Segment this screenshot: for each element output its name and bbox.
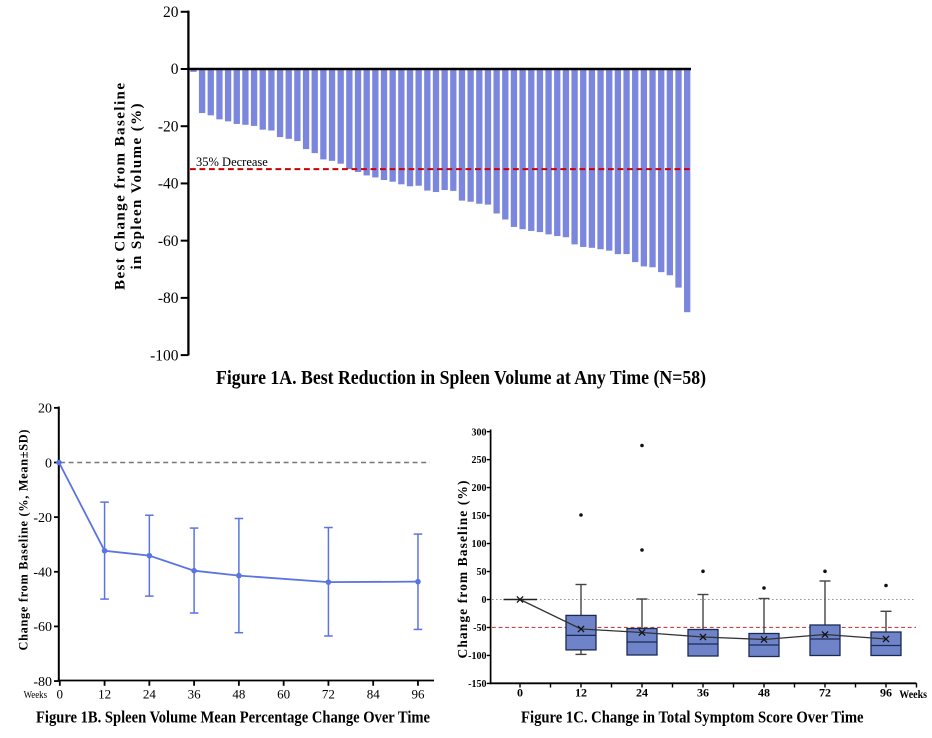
svg-text:-150: -150: [468, 679, 486, 690]
svg-text:150: 150: [472, 511, 487, 522]
svg-text:250: 250: [472, 455, 487, 466]
svg-text:-60: -60: [158, 233, 179, 250]
svg-text:20: 20: [38, 402, 52, 417]
svg-text:0: 0: [57, 687, 64, 702]
svg-text:Weeks: Weeks: [24, 689, 47, 701]
svg-text:0: 0: [171, 61, 179, 78]
svg-text:0: 0: [482, 595, 487, 606]
svg-text:300: 300: [472, 427, 487, 438]
svg-text:72: 72: [819, 686, 831, 700]
svg-text:Change from Baseline (%): Change from Baseline (%): [455, 481, 470, 659]
svg-text:Figure 1B. Spleen Volume Mean: Figure 1B. Spleen Volume Mean Percentage…: [36, 707, 430, 726]
svg-text:96: 96: [411, 687, 425, 702]
svg-text:Weeks: Weeks: [899, 687, 927, 701]
svg-text:-80: -80: [33, 675, 52, 690]
svg-text:50: 50: [477, 567, 487, 578]
svg-text:20: 20: [163, 4, 179, 21]
svg-text:48: 48: [758, 686, 770, 700]
svg-text:-20: -20: [158, 118, 179, 135]
svg-text:0: 0: [517, 686, 523, 700]
svg-text:-40: -40: [158, 176, 179, 193]
svg-text:-100: -100: [150, 347, 179, 364]
svg-text:84: 84: [367, 687, 381, 702]
svg-text:in Spleen Volume (%): in Spleen Volume (%): [129, 104, 145, 270]
svg-text:200: 200: [472, 483, 487, 494]
svg-text:-40: -40: [33, 566, 52, 581]
svg-text:35% Decrease: 35% Decrease: [196, 155, 268, 169]
svg-text:Change from Baseline (%, Mean: Change from Baseline (%, Mean±SD): [16, 430, 30, 651]
svg-text:48: 48: [232, 687, 245, 702]
svg-text:Figure 1A. Best Reduction in S: Figure 1A. Best Reduction in Spleen Volu…: [216, 367, 706, 389]
svg-text:36: 36: [188, 687, 202, 702]
svg-text:-60: -60: [33, 620, 52, 635]
svg-text:-100: -100: [468, 651, 486, 662]
svg-text:Figure 1C. Change in Total Sym: Figure 1C. Change in Total Symptom Score…: [521, 707, 864, 726]
svg-text:96: 96: [880, 686, 892, 700]
svg-text:-80: -80: [158, 290, 179, 307]
svg-text:12: 12: [575, 686, 587, 700]
svg-text:60: 60: [277, 687, 290, 702]
svg-text:-20: -20: [33, 511, 52, 526]
svg-text:36: 36: [697, 686, 709, 700]
svg-text:100: 100: [472, 539, 487, 550]
svg-text:72: 72: [322, 687, 335, 702]
svg-text:24: 24: [143, 687, 157, 702]
svg-text:-50: -50: [473, 623, 486, 634]
svg-text:12: 12: [98, 687, 111, 702]
svg-text:24: 24: [636, 686, 648, 700]
svg-text:0: 0: [45, 456, 52, 471]
svg-text:Best Change from Baseline: Best Change from Baseline: [112, 83, 128, 290]
